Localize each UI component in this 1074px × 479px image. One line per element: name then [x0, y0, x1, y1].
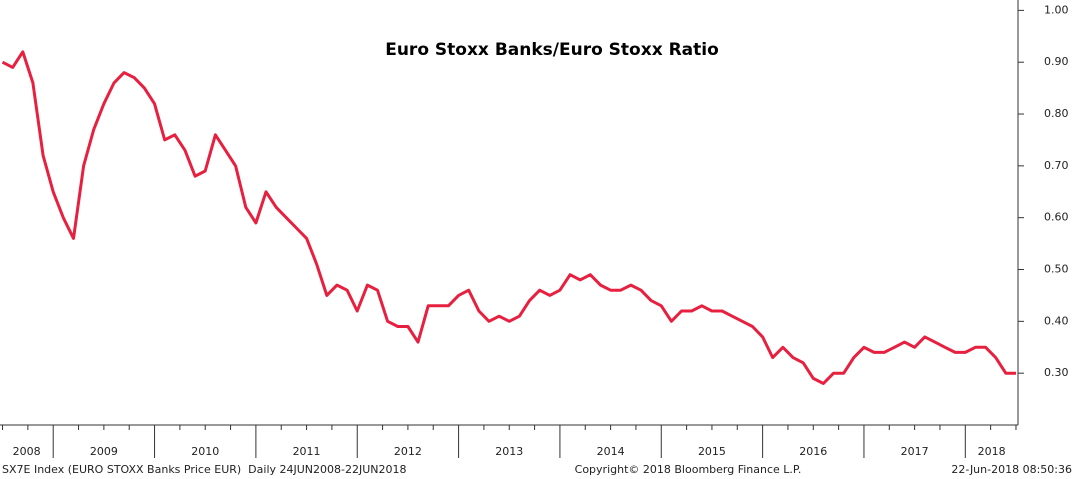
x-tick-label: 2008	[13, 445, 41, 458]
footer-copyright: Copyright© 2018 Bloomberg Finance L.P.	[575, 463, 802, 476]
y-tick-label: 0.30	[1044, 366, 1069, 379]
x-tick-label: 2016	[799, 445, 827, 458]
chart-title: Euro Stoxx Banks/Euro Stoxx Ratio	[385, 40, 719, 60]
y-tick-label: 0.80	[1044, 107, 1069, 120]
y-tick-label: 0.40	[1044, 314, 1069, 327]
x-tick-label: 2010	[191, 445, 219, 458]
y-tick-label: 0.60	[1044, 211, 1069, 224]
data-line	[1, 50, 1016, 385]
y-tick-label: 0.90	[1044, 55, 1069, 68]
x-tick-label: 2014	[597, 445, 625, 458]
x-tick-label: 2017	[901, 445, 929, 458]
x-tick-label: 2013	[495, 445, 523, 458]
footer-timestamp: 22-Jun-2018 08:50:36	[951, 463, 1072, 476]
footer-source: SX7E Index (EURO STOXX Banks Price EUR) …	[2, 463, 407, 476]
y-tick-label: 0.50	[1044, 263, 1069, 276]
x-tick-label: 2011	[293, 445, 321, 458]
y-tick-label: 1.00	[1044, 3, 1069, 16]
x-tick-label: 2018	[978, 445, 1006, 458]
x-tick-label: 2012	[394, 445, 422, 458]
x-tick-label: 2009	[90, 445, 118, 458]
x-tick-label: 2015	[698, 445, 726, 458]
y-tick-label: 0.70	[1044, 159, 1069, 172]
